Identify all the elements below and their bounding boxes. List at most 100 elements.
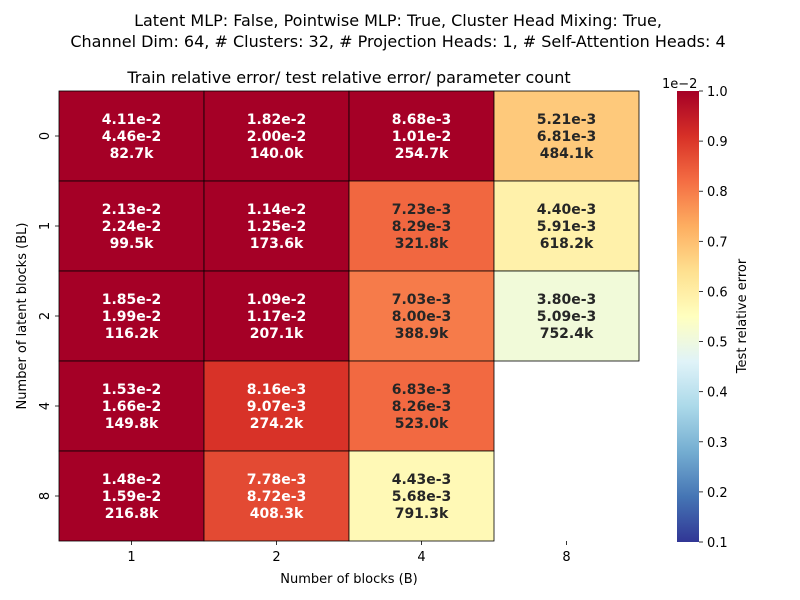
colorbar-gradient [677,91,699,542]
heatmap-cell [493,270,640,362]
x-tick-label: 4 [417,550,425,565]
cell-test-error: 8.72e-3 [247,489,307,505]
cell-param-count: 752.4k [540,326,594,342]
y-tick-label: 1 [38,222,53,230]
heatmap-cell [203,360,350,452]
cell-test-error: 2.00e-2 [247,129,307,145]
cell-test-error: 1.01e-2 [392,129,452,145]
cell-train-error: 3.80e-3 [537,292,597,308]
cell-test-error: 4.46e-2 [102,129,162,145]
x-axis-label: Number of blocks (B) [280,572,417,587]
cell-param-count: 523.0k [395,416,449,432]
cell-train-error: 1.14e-2 [247,202,307,218]
heatmap-cell [58,90,205,182]
colorbar-tick-label: 0.6 [707,285,728,300]
heatmap-cell [348,90,495,182]
cell-test-error: 1.59e-2 [102,489,162,505]
y-tick-label: 4 [38,402,53,410]
cell-param-count: 618.2k [540,236,594,252]
y-tick-label: 2 [38,312,53,320]
cell-train-error: 1.85e-2 [102,292,162,308]
y-axis: 0 1 2 4 8 [38,132,59,500]
cell-test-error: 5.09e-3 [537,309,597,325]
colorbar-offset-text: 1e−2 [662,77,697,92]
x-tick-label: 1 [127,550,135,565]
cell-param-count: 116.2k [105,326,159,342]
cell-test-error: 1.17e-2 [247,309,307,325]
colorbar: 0.1 0.2 0.3 0.4 0.5 0.6 0.7 0.8 0.9 1.0 [677,85,728,551]
cell-param-count: 484.1k [540,146,594,162]
heatmap-cell [203,180,350,272]
colorbar-tick-label: 1.0 [707,85,728,100]
cell-test-error: 5.68e-3 [392,489,452,505]
colorbar-tick-label: 0.7 [707,235,728,250]
chart-title: Train relative error/ test relative erro… [126,68,570,87]
y-tick-label: 0 [38,132,53,140]
cell-param-count: 408.3k [250,506,304,522]
heatmap-cell [348,360,495,452]
cell-train-error: 1.09e-2 [247,292,307,308]
cell-train-error: 4.43e-3 [392,472,452,488]
cell-param-count: 274.2k [250,416,304,432]
cell-test-error: 5.91e-3 [537,219,597,235]
cell-train-error: 1.48e-2 [102,472,162,488]
cell-param-count: 791.3k [395,506,449,522]
heatmap-cell [58,180,205,272]
y-axis-label: Number of latent blocks (BL) [15,223,30,410]
cell-test-error: 2.24e-2 [102,219,162,235]
cell-param-count: 207.1k [250,326,304,342]
colorbar-tick-label: 0.3 [707,436,728,451]
cell-test-error: 9.07e-3 [247,399,307,415]
cell-train-error: 7.03e-3 [392,292,452,308]
colorbar-tick-label: 0.1 [707,536,728,551]
cell-train-error: 8.68e-3 [392,112,452,128]
x-tick-label: 2 [272,550,280,565]
cell-param-count: 254.7k [395,146,449,162]
cell-param-count: 216.8k [105,506,159,522]
cell-train-error: 8.16e-3 [247,382,307,398]
heatmap-cell [203,450,350,542]
cell-test-error: 6.81e-3 [537,129,597,145]
cell-train-error: 5.21e-3 [537,112,597,128]
cell-param-count: 173.6k [250,236,304,252]
x-axis: 1 2 4 8 [127,541,571,565]
cell-train-error: 6.83e-3 [392,382,452,398]
cell-test-error: 8.00e-3 [392,309,452,325]
cell-train-error: 2.13e-2 [102,202,162,218]
cell-train-error: 7.78e-3 [247,472,307,488]
cell-param-count: 388.9k [395,326,449,342]
cell-param-count: 321.8k [395,236,449,252]
heatmap-cell [203,90,350,182]
cell-test-error: 1.25e-2 [247,219,307,235]
cell-test-error: 8.29e-3 [392,219,452,235]
cell-train-error: 1.53e-2 [102,382,162,398]
suptitle-line-1: Latent MLP: False, Pointwise MLP: True, … [134,11,662,30]
colorbar-tick-label: 0.8 [707,185,728,200]
heatmap-cell [348,450,495,542]
colorbar-tick-label: 0.4 [707,386,728,401]
suptitle-line-2: Channel Dim: 64, # Clusters: 32, # Proje… [70,32,725,51]
cell-param-count: 140.0k [250,146,304,162]
cell-train-error: 4.11e-2 [102,112,162,128]
colorbar-tick-label: 0.2 [707,486,728,501]
cell-train-error: 7.23e-3 [392,202,452,218]
x-tick-label: 8 [562,550,570,565]
cell-param-count: 82.7k [110,146,155,162]
heatmap-cell [493,90,640,182]
colorbar-tick-label: 0.9 [707,135,728,150]
cell-train-error: 4.40e-3 [537,202,597,218]
cell-test-error: 1.99e-2 [102,309,162,325]
cell-param-count: 149.8k [105,416,159,432]
colorbar-tick-label: 0.5 [707,336,728,351]
heatmap-cell [493,180,640,272]
cell-param-count: 99.5k [110,236,155,252]
cell-train-error: 1.82e-2 [247,112,307,128]
heatmap-cell [203,270,350,362]
y-tick-label: 8 [38,492,53,500]
cell-test-error: 8.26e-3 [392,399,452,415]
heatmap-cell [58,360,205,452]
cell-test-error: 1.66e-2 [102,399,162,415]
colorbar-label: Test relative error [735,258,750,374]
